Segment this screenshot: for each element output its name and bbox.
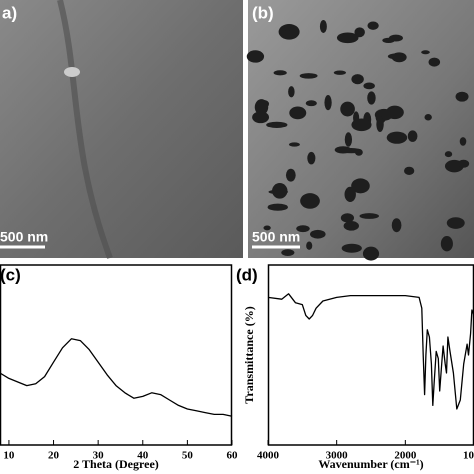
- pore: [428, 57, 441, 67]
- pore: [344, 132, 353, 147]
- pore: [391, 218, 402, 233]
- pore: [344, 186, 356, 202]
- pore: [288, 86, 295, 98]
- pore: [285, 168, 296, 182]
- panel-label: a): [2, 3, 17, 22]
- plot-frame: [0, 264, 233, 446]
- pore: [407, 130, 418, 142]
- x-tick-label: 20: [48, 450, 60, 462]
- pore: [359, 213, 379, 219]
- x-tick-label: 4000: [257, 450, 280, 462]
- pore: [367, 91, 376, 105]
- pore: [289, 106, 307, 120]
- pore: [424, 113, 432, 121]
- data-line: [267, 293, 474, 410]
- pore: [354, 27, 365, 38]
- pore: [263, 225, 271, 231]
- x-tick-label: 10: [3, 450, 15, 462]
- texture: [64, 67, 80, 77]
- pore: [283, 26, 292, 31]
- pore: [252, 111, 270, 124]
- pore: [444, 151, 453, 158]
- pore: [300, 193, 320, 209]
- pore: [343, 221, 359, 231]
- pore: [273, 70, 287, 76]
- pore: [305, 100, 317, 107]
- pore: [319, 20, 327, 33]
- y-axis-label: Transmittance (%): [242, 306, 256, 403]
- pore: [421, 50, 430, 55]
- pore: [382, 37, 395, 44]
- pore: [385, 105, 404, 120]
- pore: [246, 50, 265, 63]
- pore: [306, 241, 313, 250]
- x-tick-label: 1000: [463, 450, 474, 462]
- pore: [351, 74, 364, 85]
- scale-bar-label: 500 nm: [0, 229, 48, 245]
- pore: [278, 23, 300, 40]
- pore: [455, 91, 469, 102]
- sem-image-a: [0, 0, 243, 258]
- pore: [310, 229, 326, 239]
- pore: [362, 246, 380, 261]
- pore: [363, 82, 375, 90]
- x-axis-label: Wavenumber (cm⁻¹): [318, 457, 423, 471]
- pore: [340, 101, 355, 117]
- pore: [266, 121, 288, 128]
- pore: [446, 217, 465, 229]
- pores: [246, 20, 470, 261]
- data-line: [0, 338, 233, 417]
- x-tick-label: 60: [227, 450, 239, 462]
- pore: [386, 131, 408, 144]
- pore: [387, 53, 405, 60]
- pore: [351, 118, 372, 132]
- x-tick-label: 30: [93, 450, 105, 462]
- pore: [267, 203, 288, 211]
- pore: [299, 73, 318, 79]
- panel-label: (d): [236, 265, 258, 284]
- pore: [351, 178, 370, 194]
- pore: [341, 147, 362, 154]
- x-tick-label: 2000: [394, 450, 417, 462]
- pore: [281, 249, 295, 257]
- x-tick-label: 50: [182, 450, 194, 462]
- pore: [272, 183, 288, 199]
- pore: [440, 236, 453, 252]
- panel-label: (c): [0, 265, 21, 284]
- pore: [296, 225, 310, 233]
- x-axis-label: 2 Theta (Degree): [73, 457, 159, 471]
- pore: [459, 137, 467, 146]
- pore: [367, 21, 379, 30]
- pore: [307, 151, 316, 165]
- pore: [324, 95, 332, 111]
- pore: [341, 243, 362, 253]
- pore: [254, 99, 269, 116]
- x-tick-label: 3000: [326, 450, 349, 462]
- panel-label: (b): [252, 3, 274, 22]
- pore: [336, 32, 359, 44]
- pore: [457, 159, 470, 168]
- pore: [404, 166, 415, 176]
- x-tick-label: 40: [137, 450, 149, 462]
- scale-bar-label: 500 nm: [252, 229, 300, 245]
- pore: [376, 116, 384, 133]
- pore: [340, 213, 355, 223]
- pore: [333, 70, 347, 75]
- pore: [288, 142, 300, 147]
- texture: [57, 0, 113, 260]
